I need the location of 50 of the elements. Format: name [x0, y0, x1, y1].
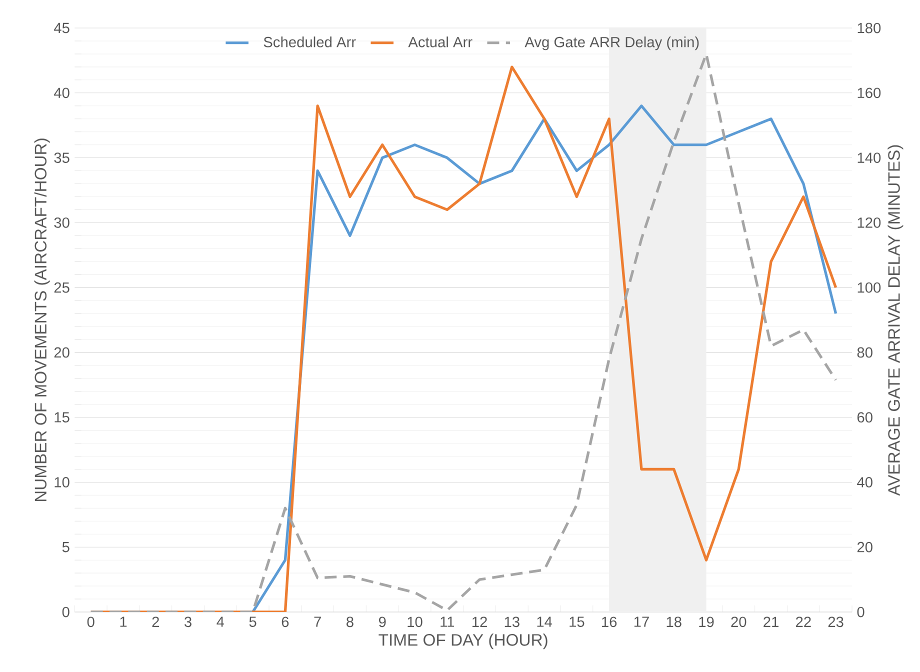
legend-label: Scheduled Arr — [264, 36, 356, 48]
y2-tick-label: 100 — [858, 282, 881, 293]
y-tick-label: 25 — [54, 282, 70, 293]
y2-tick-label: 40 — [857, 477, 872, 488]
x-tick-label: 10 — [408, 616, 422, 628]
x-tick-label: 11 — [440, 616, 454, 627]
y2-tick-label: 160 — [858, 88, 881, 98]
x-tick-label: 19 — [699, 616, 714, 628]
x-tick-label: 16 — [602, 616, 617, 628]
y-tick-label: 35 — [54, 152, 70, 163]
x-tick-label: 6 — [282, 616, 289, 628]
x-tick-label: 20 — [731, 616, 746, 628]
x-tick-label: 3 — [184, 616, 192, 628]
y-tick-label: 10 — [54, 477, 70, 488]
x-tick-label: 0 — [87, 616, 94, 628]
y2-tick-label: 0 — [857, 606, 864, 618]
y-tick-label: 45 — [54, 22, 70, 34]
x-tick-label: 17 — [634, 616, 649, 627]
legend-label: Avg Gate ARR Delay (min) — [524, 36, 699, 50]
x-tick-label: 15 — [570, 616, 584, 627]
x-tick-label: 8 — [346, 616, 354, 628]
y2-tick-label: 120 — [858, 217, 881, 228]
x-tick-label: 14 — [537, 616, 552, 627]
y2-tick-label: 60 — [857, 412, 872, 423]
x-tick-label: 2 — [152, 616, 159, 627]
x-tick-label: 5 — [249, 616, 256, 627]
x-tick-label: 22 — [796, 616, 811, 627]
x-tick-label: 4 — [216, 616, 224, 627]
y2-tick-label: 140 — [858, 152, 881, 163]
y-tick-label: 30 — [54, 217, 70, 228]
x-tick-label: 21 — [764, 616, 778, 627]
y-tick-label: 5 — [62, 542, 70, 552]
x-axis-title: TIME OF DAY (HOUR) — [378, 634, 548, 650]
x-tick-label: 7 — [314, 616, 321, 627]
y2-axis-title: AVERAGE GATE ARRIVAL DELAY (MINUTES) — [888, 145, 904, 496]
x-tick-label: 12 — [472, 616, 487, 627]
y-tick-label: 0 — [62, 606, 70, 618]
x-tick-label: 13 — [504, 616, 520, 628]
y-axis-title: NUMBER OF MOVEMENTS (AIRCRAFT/HOUR) — [34, 138, 50, 502]
y-tick-label: 15 — [54, 412, 70, 422]
y2-tick-label: 180 — [858, 22, 881, 34]
legend-label: Actual Arr — [408, 36, 472, 48]
x-tick-label: 9 — [378, 616, 386, 628]
y2-tick-label: 20 — [857, 542, 872, 552]
x-tick-label: 23 — [828, 616, 844, 628]
y-tick-label: 40 — [54, 88, 70, 98]
x-tick-label: 1 — [120, 616, 127, 627]
y-tick-label: 20 — [54, 347, 70, 358]
x-tick-label: 18 — [666, 616, 682, 628]
y2-tick-label: 80 — [857, 347, 872, 358]
